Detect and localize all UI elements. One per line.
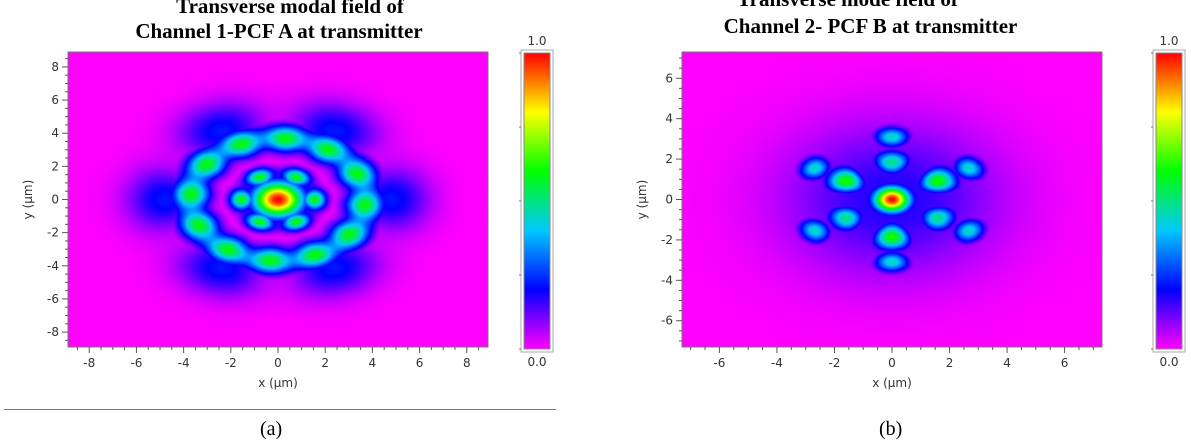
- y-tick-label: -4: [47, 259, 59, 273]
- x-tick-label: -2: [225, 356, 237, 370]
- chart-title-a-line2: Channel 1-PCF A at transmitter: [135, 19, 423, 43]
- y-axis-label: y (µm): [635, 180, 649, 220]
- x-tick-label: 0: [888, 356, 896, 370]
- heatmap-a: -8 -6 -4 -2 0 2 4 6 8 8 6 4 2 0 -2 -4 -6 -8 x (µm) y (µm) 1.…: [21, 34, 554, 390]
- y-tick-label: -6: [47, 292, 59, 306]
- y-tick-label: 8: [51, 60, 59, 74]
- x-axis-label: x (µm): [258, 376, 298, 390]
- colorbar-a: [523, 52, 551, 350]
- y-tick-label: 2: [51, 159, 59, 173]
- colorbar-min-label: 0.0: [527, 355, 546, 369]
- heatmap-b: -6 -4 -2 0 2 4 6 6 4 2 0 -2 -4 -6 x (µm) y (µm) 1.0 0.0: [635, 34, 1186, 390]
- chart-title-a: Transverse modal field of Channel 1-PCF …: [0, 0, 596, 46]
- x-tick-label: -4: [178, 356, 190, 370]
- y-tick-label: 4: [665, 112, 673, 126]
- y-tick-label: 6: [665, 71, 673, 85]
- x-tick-label: 0: [274, 356, 282, 370]
- x-axis-label: x (µm): [872, 376, 912, 390]
- y-tick-label: 0: [51, 193, 59, 207]
- heatmap-field-b: [682, 52, 1102, 347]
- panel-b: Transverse mode field of Channel 2- PCF …: [596, 0, 1191, 448]
- y-tick-label: 6: [51, 93, 59, 107]
- x-tick-label: 2: [946, 356, 954, 370]
- chart-title-b: Transverse mode field of Channel 2- PCF …: [596, 0, 1191, 46]
- x-tick-label: 6: [416, 356, 424, 370]
- x-tick-label: 4: [369, 356, 377, 370]
- caption-a: (a): [260, 418, 283, 440]
- colorbar-max-label: 1.0: [1159, 34, 1178, 48]
- panel-a: Transverse modal field of Channel 1-PCF …: [0, 0, 596, 440]
- heatmap-canvas-b: [682, 52, 1102, 347]
- y-tick-label: -2: [661, 233, 673, 247]
- x-tick-label: -8: [83, 356, 95, 370]
- y-tick-label: 0: [665, 193, 673, 207]
- y-tick-label: -2: [47, 226, 59, 240]
- separator-line: [4, 409, 556, 410]
- chart-title-a-line1: Transverse modal field of: [176, 0, 404, 18]
- x-tick-label: -4: [771, 356, 783, 370]
- x-tick-label: -2: [828, 356, 840, 370]
- y-tick-label: 4: [51, 126, 59, 140]
- y-tick-label: -8: [47, 325, 59, 339]
- heatmap-canvas-a: [68, 52, 488, 347]
- x-tick-label: 6: [1061, 356, 1069, 370]
- caption-b: (b): [879, 418, 903, 440]
- colorbar-b: [1155, 52, 1183, 350]
- y-tick-label: 2: [665, 152, 673, 166]
- x-tick-label: 4: [1003, 356, 1011, 370]
- x-tick-label: -6: [130, 356, 142, 370]
- colorbar-min-label: 0.0: [1159, 355, 1178, 369]
- y-tick-label: -6: [661, 314, 673, 328]
- x-tick-label: 2: [321, 356, 329, 370]
- x-tick-label: 8: [463, 356, 471, 370]
- y-axis-label: y (µm): [21, 180, 35, 220]
- chart-title-b-line2: Channel 2- PCF B at transmitter: [723, 14, 1018, 38]
- chart-title-b-line1: Transverse mode field of: [550, 0, 1145, 11]
- x-tick-label: -6: [713, 356, 725, 370]
- y-tick-label: -4: [661, 273, 673, 287]
- heatmap-field-a: [68, 52, 488, 347]
- colorbar-max-label: 1.0: [527, 34, 546, 48]
